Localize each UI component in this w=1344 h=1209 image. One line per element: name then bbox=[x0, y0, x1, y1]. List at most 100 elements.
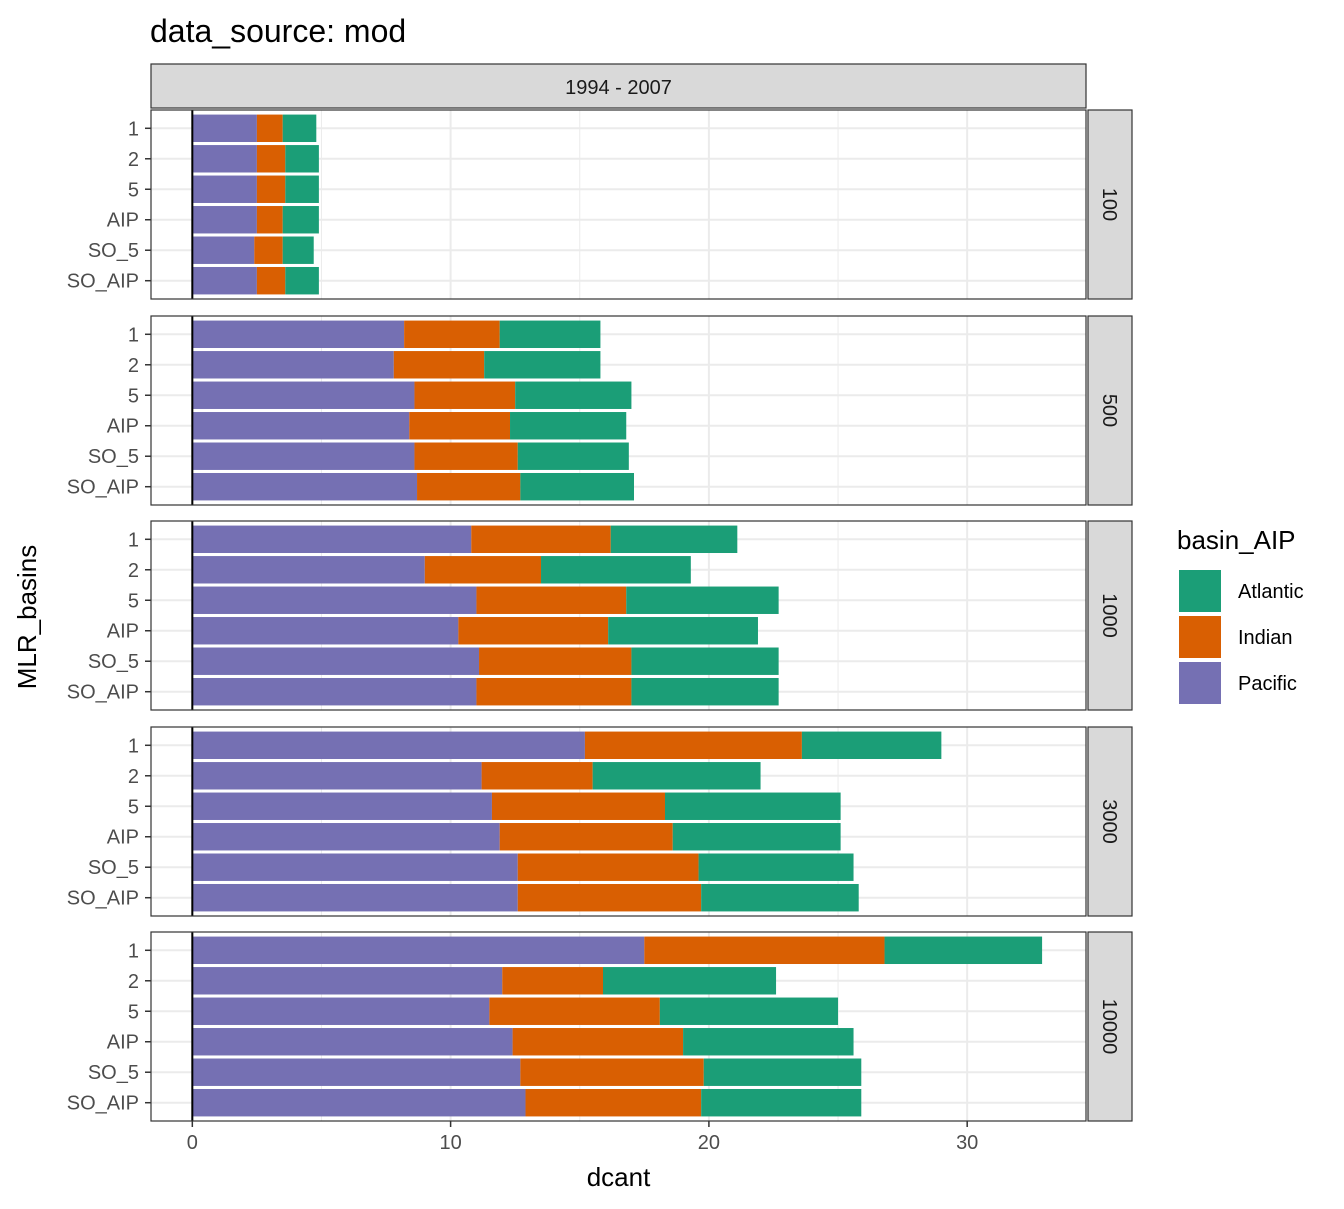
y-tick-label: 1 bbox=[128, 940, 139, 962]
y-tick-label: 2 bbox=[128, 560, 139, 582]
chart-title: data_source: mod bbox=[150, 13, 406, 49]
y-tick-label: 1 bbox=[128, 324, 139, 346]
bar-atlantic-1000-2 bbox=[541, 556, 691, 584]
bar-pacific-1000-5 bbox=[192, 586, 477, 614]
y-tick-label: SO_AIP bbox=[67, 682, 139, 704]
facet-panel-1000: SO_AIP SO_5 AIP 5 2 1 1000 bbox=[67, 520, 1133, 711]
bar-atlantic-10000-SO_5 bbox=[703, 1058, 862, 1086]
y-tick-label: SO_AIP bbox=[67, 271, 139, 293]
x-axis-title: dcant bbox=[587, 1162, 651, 1192]
bar-pacific-3000-AIP bbox=[192, 823, 500, 851]
y-tick-label: 2 bbox=[128, 971, 139, 993]
bar-indian-10000-SO_5 bbox=[520, 1058, 704, 1086]
bar-indian-3000-SO_5 bbox=[517, 853, 699, 881]
facet-panel-100: SO_AIP SO_5 AIP 5 2 1 100 bbox=[67, 109, 1133, 300]
legend-key-pacific bbox=[1179, 662, 1221, 704]
bar-pacific-3000-1 bbox=[192, 731, 585, 760]
bar-indian-3000-5 bbox=[491, 792, 665, 820]
bar-atlantic-3000-2 bbox=[592, 762, 761, 790]
facet-panel-500: SO_AIP SO_5 AIP 5 2 1 500 bbox=[67, 315, 1133, 506]
panel-border bbox=[150, 109, 1087, 300]
bar-atlantic-500-5 bbox=[515, 381, 632, 409]
row-facet-label: 10000 bbox=[1098, 999, 1120, 1055]
bar-indian-3000-2 bbox=[481, 762, 593, 790]
bar-pacific-1000-2 bbox=[192, 556, 425, 584]
panel-border bbox=[150, 520, 1087, 711]
row-facet-strip bbox=[1087, 315, 1133, 506]
y-tick-label: 5 bbox=[128, 1001, 139, 1023]
row-facet-strip bbox=[1087, 931, 1133, 1122]
bar-indian-500-1 bbox=[404, 320, 500, 349]
y-tick-label: 1 bbox=[128, 118, 139, 140]
bar-pacific-500-AIP bbox=[192, 412, 410, 440]
y-tick-label: AIP bbox=[107, 827, 139, 849]
bar-pacific-1000-SO_AIP bbox=[192, 677, 477, 706]
bar-pacific-10000-AIP bbox=[192, 1028, 513, 1056]
bar-atlantic-500-2 bbox=[484, 351, 601, 379]
facet-panels: SO_AIP SO_5 AIP 5 2 1 100 SO_AIP SO_5 AIP 5 2 1 500 SO… bbox=[67, 109, 1133, 1122]
bar-pacific-100-2 bbox=[192, 145, 257, 173]
bar-atlantic-10000-AIP bbox=[683, 1028, 854, 1056]
bar-pacific-100-AIP bbox=[192, 206, 257, 234]
y-tick-label: AIP bbox=[107, 210, 139, 232]
bar-pacific-3000-SO_5 bbox=[192, 853, 518, 881]
x-tick-label: 20 bbox=[698, 1132, 720, 1154]
bar-pacific-100-5 bbox=[192, 175, 257, 203]
y-tick-label: AIP bbox=[107, 416, 139, 438]
bar-atlantic-3000-5 bbox=[664, 792, 841, 820]
bar-indian-1000-AIP bbox=[458, 617, 609, 645]
bar-indian-500-2 bbox=[393, 351, 485, 379]
y-tick-label: 2 bbox=[128, 766, 139, 788]
bar-atlantic-100-1 bbox=[282, 114, 317, 143]
bar-indian-500-SO_5 bbox=[414, 442, 518, 470]
y-tick-label: SO_5 bbox=[88, 651, 139, 673]
y-tick-label: 5 bbox=[128, 179, 139, 201]
bar-indian-500-5 bbox=[414, 381, 516, 409]
bar-pacific-500-5 bbox=[192, 381, 415, 409]
bar-indian-10000-SO_AIP bbox=[525, 1088, 702, 1117]
bar-pacific-1000-SO_5 bbox=[192, 647, 480, 675]
bar-pacific-100-1 bbox=[192, 114, 257, 143]
legend-key-atlantic bbox=[1179, 570, 1221, 612]
bar-atlantic-1000-1 bbox=[610, 525, 738, 554]
y-tick-label: 5 bbox=[128, 590, 139, 612]
bar-indian-500-AIP bbox=[409, 412, 511, 440]
row-facet-label: 3000 bbox=[1098, 799, 1120, 844]
bar-indian-3000-AIP bbox=[499, 823, 673, 851]
y-tick-label: 5 bbox=[128, 385, 139, 407]
panel-border bbox=[150, 315, 1087, 506]
bar-atlantic-3000-SO_AIP bbox=[701, 883, 859, 912]
bar-atlantic-100-SO_5 bbox=[282, 236, 314, 264]
row-facet-label: 100 bbox=[1098, 188, 1120, 221]
bar-indian-500-SO_AIP bbox=[417, 472, 521, 501]
y-tick-label: SO_5 bbox=[88, 857, 139, 879]
column-facet-label: 1994 - 2007 bbox=[565, 77, 672, 99]
bar-pacific-100-SO_AIP bbox=[192, 266, 257, 295]
y-tick-label: SO_5 bbox=[88, 240, 139, 262]
bar-pacific-10000-SO_5 bbox=[192, 1058, 521, 1086]
bar-atlantic-10000-SO_AIP bbox=[701, 1088, 862, 1117]
bar-indian-1000-5 bbox=[476, 586, 627, 614]
bar-pacific-1000-AIP bbox=[192, 617, 459, 645]
y-tick-label: SO_5 bbox=[88, 446, 139, 468]
bar-atlantic-1000-AIP bbox=[608, 617, 758, 645]
bar-atlantic-3000-1 bbox=[801, 731, 942, 760]
legend-title: basin_AIP bbox=[1177, 525, 1296, 555]
bar-indian-10000-AIP bbox=[512, 1028, 684, 1056]
bar-atlantic-100-2 bbox=[285, 145, 319, 173]
bar-pacific-1000-1 bbox=[192, 525, 472, 554]
legend-key-indian bbox=[1179, 616, 1221, 658]
facet-panel-3000: SO_AIP SO_5 AIP 5 2 1 3000 bbox=[67, 726, 1133, 917]
x-tick-label: 30 bbox=[956, 1132, 978, 1154]
y-tick-label: AIP bbox=[107, 621, 139, 643]
x-tick-label: 0 bbox=[187, 1132, 198, 1154]
bar-indian-1000-SO_5 bbox=[479, 647, 632, 675]
row-facet-label: 500 bbox=[1098, 394, 1120, 427]
y-tick-label: 2 bbox=[128, 149, 139, 171]
bar-atlantic-10000-1 bbox=[884, 936, 1043, 965]
bar-pacific-10000-SO_AIP bbox=[192, 1088, 526, 1117]
bar-indian-100-1 bbox=[256, 114, 283, 143]
bar-atlantic-3000-AIP bbox=[672, 823, 841, 851]
y-tick-label: SO_AIP bbox=[67, 888, 139, 910]
y-tick-label: 2 bbox=[128, 355, 139, 377]
